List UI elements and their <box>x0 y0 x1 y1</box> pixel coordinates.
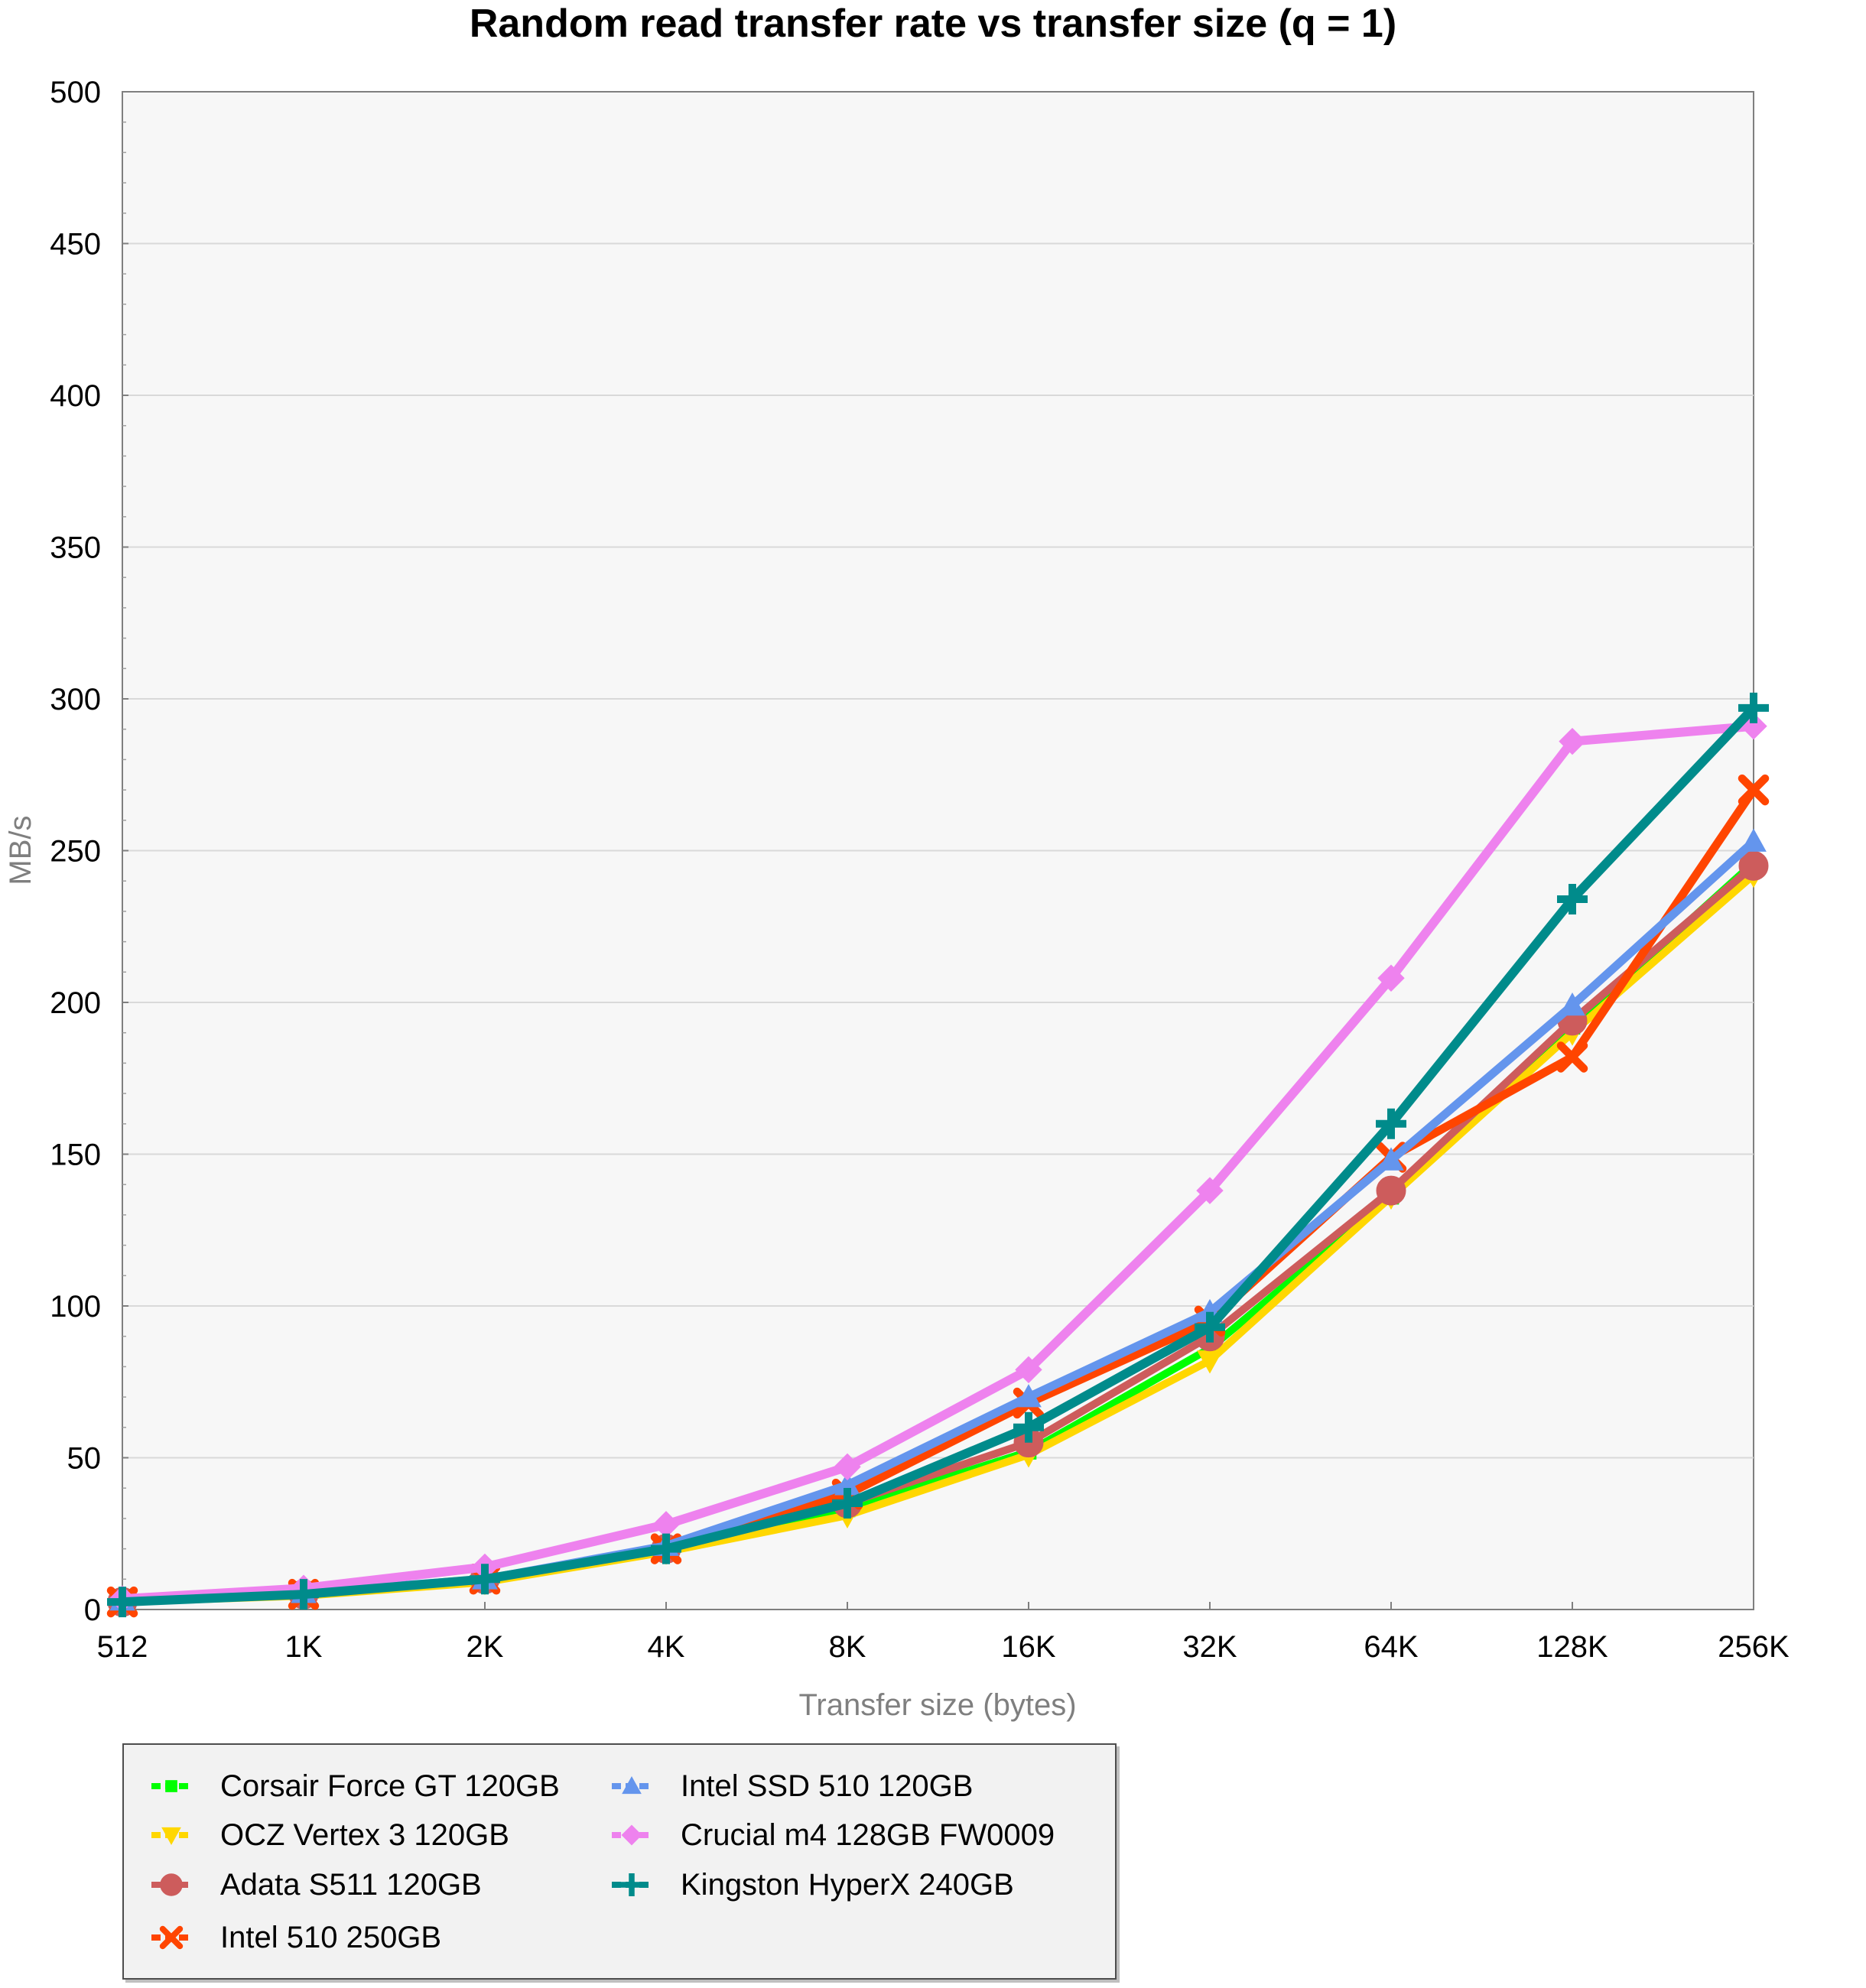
data-point-triangle-up <box>1559 992 1585 1016</box>
legend-swatch <box>151 1873 191 1896</box>
data-point-plus <box>1557 884 1588 915</box>
legend-item: Intel SSD 510 120GB <box>610 1763 973 1809</box>
legend-label: Intel SSD 510 120GB <box>681 1769 974 1803</box>
x-axis-title: Transfer size (bytes) <box>798 1688 1076 1722</box>
data-point-triangle-up <box>1378 1147 1404 1171</box>
data-point-triangle-up <box>622 1775 642 1795</box>
y-tick-label: 350 <box>50 531 101 565</box>
x-tick-label: 2K <box>466 1630 504 1664</box>
legend-label: Crucial m4 128GB FW0009 <box>681 1817 1055 1852</box>
axes: 0 50 100 150 200 250 300 350 400 450 500 512 1K 2K 4K 8… <box>50 76 1790 1664</box>
legend-swatch <box>151 1827 191 1846</box>
data-point-triangle-up <box>1741 828 1767 852</box>
legend-item: Crucial m4 128GB FW0009 <box>610 1812 1055 1858</box>
x-tick-label: 64K <box>1364 1630 1418 1664</box>
data-point-diamond <box>1377 964 1405 992</box>
chart-title: Random read transfer rate vs transfer si… <box>469 2 1397 46</box>
legend-item: Intel 510 250GB <box>150 1915 441 1960</box>
series-kingston-hyperx-240gb <box>107 692 1769 1618</box>
y-tick-label: 150 <box>50 1139 101 1172</box>
series-crucial-m4-128gb-fw0009 <box>109 713 1767 1613</box>
y-tick-label: 0 <box>84 1593 101 1627</box>
x-tick-label: 8K <box>829 1630 866 1664</box>
data-point-plus <box>107 1587 138 1618</box>
x-tick-label: 16K <box>1001 1630 1055 1664</box>
data-point-x <box>1738 774 1770 806</box>
data-point-circle <box>160 1873 183 1896</box>
legend: Corsair Force GT 120GB OCZ Vertex 3 120GB… <box>122 1743 1117 1980</box>
series-line <box>122 704 1757 1607</box>
x-tick-label: 1K <box>285 1630 323 1664</box>
series-line <box>122 721 1754 1604</box>
legend-swatch <box>612 1775 652 1795</box>
data-point-triangle-down <box>161 1827 181 1846</box>
data-point-x <box>1556 1041 1588 1073</box>
data-point-diamond <box>834 1453 861 1481</box>
legend-label: OCZ Vertex 3 120GB <box>220 1817 509 1852</box>
data-point-plus <box>832 1488 863 1519</box>
data-point-x <box>159 1925 184 1950</box>
legend-label: Adata S511 120GB <box>220 1867 482 1902</box>
x-tick-label: 32K <box>1182 1630 1237 1664</box>
y-tick-label: 500 <box>50 76 101 109</box>
data-point-plus <box>1376 1108 1406 1139</box>
legend-label: Kingston HyperX 240GB <box>681 1867 1014 1902</box>
y-tick-label: 100 <box>50 1290 101 1324</box>
data-point-square <box>165 1780 177 1792</box>
data-point-plus <box>1013 1411 1044 1443</box>
line-chart: 0 50 100 150 200 250 300 350 400 450 500 512 1K 2K 4K 8… <box>4 76 1790 1722</box>
y-tick-label: 300 <box>50 683 101 716</box>
data-point-plus <box>1738 692 1769 723</box>
legend-label: Corsair Force GT 120GB <box>220 1769 560 1803</box>
data-point-plus <box>620 1873 643 1896</box>
legend-swatch <box>612 1824 652 1846</box>
x-tick-label: 256K <box>1718 1630 1790 1664</box>
y-tick-label: 250 <box>50 835 101 869</box>
data-point-circle <box>1376 1175 1406 1206</box>
legend-item: Corsair Force GT 120GB <box>150 1763 560 1809</box>
data-point-diamond <box>1196 1177 1224 1204</box>
data-point-plus <box>1195 1311 1225 1343</box>
y-tick-label: 50 <box>67 1442 102 1476</box>
legend-swatch <box>151 1780 191 1792</box>
data-point-diamond <box>621 1824 642 1846</box>
legend-swatch <box>612 1873 652 1896</box>
x-tick-label: 512 <box>97 1630 148 1664</box>
series-lines <box>106 692 1770 1618</box>
legend-swatch <box>151 1925 191 1950</box>
gridlines <box>122 242 1754 1459</box>
x-tick-label: 128K <box>1536 1630 1608 1664</box>
y-axis-title: MB/s <box>4 815 37 885</box>
legend-label: Intel 510 250GB <box>220 1920 442 1954</box>
y-tick-label: 200 <box>50 986 101 1020</box>
data-point-diamond <box>1559 727 1586 755</box>
legend-item: Adata S511 120GB <box>150 1862 482 1908</box>
legend-item: Kingston HyperX 240GB <box>610 1862 1014 1908</box>
data-point-triangle-up <box>1016 1384 1042 1408</box>
data-point-plus <box>470 1564 500 1595</box>
x-tick-label: 4K <box>648 1630 685 1664</box>
data-point-diamond <box>1015 1356 1042 1384</box>
y-tick-label: 400 <box>50 379 101 413</box>
y-tick-label: 450 <box>50 228 101 261</box>
data-point-plus <box>651 1533 681 1564</box>
legend-item: OCZ Vertex 3 120GB <box>150 1812 509 1858</box>
data-point-plus <box>288 1579 319 1610</box>
